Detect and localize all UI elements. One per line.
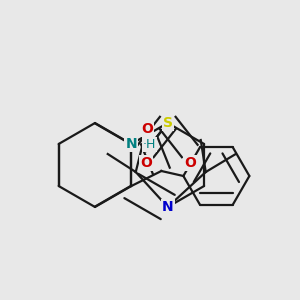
Text: O: O xyxy=(184,156,196,170)
Text: N: N xyxy=(126,137,137,151)
Text: O: O xyxy=(140,156,152,170)
Text: ·H: ·H xyxy=(143,137,156,151)
Text: S: S xyxy=(163,116,173,130)
Text: O: O xyxy=(141,122,153,136)
Text: N: N xyxy=(162,200,174,214)
